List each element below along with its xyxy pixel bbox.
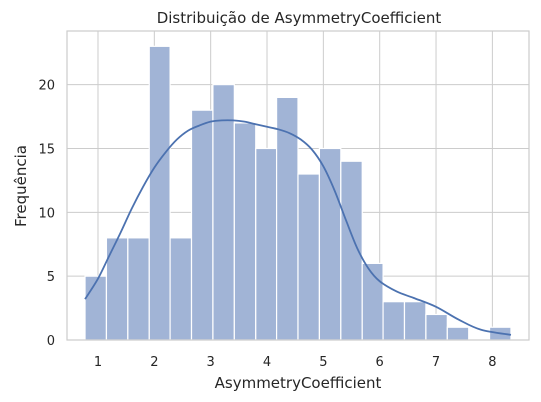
histogram-bar-16 (403, 301, 427, 341)
x-tick-labels: 1 2 3 4 5 6 7 8 (94, 355, 497, 370)
histogram-bar-1 (84, 275, 108, 341)
x-axis-label: AsymmetryCoefficient (215, 374, 382, 392)
kde-curve (84, 119, 512, 336)
x-tick-label-4: 4 (263, 355, 271, 370)
histogram-bar-8 (233, 122, 257, 341)
x-tick-label-2: 2 (150, 355, 158, 370)
chart-title: Distribuição de AsymmetryCoefficient (157, 9, 442, 27)
histogram-bar-18 (446, 326, 470, 341)
histogram-bar-5 (169, 237, 193, 341)
x-tick-label-6: 6 (376, 355, 384, 370)
histogram-bar-9 (255, 147, 278, 341)
histogram-bar-7 (212, 84, 235, 341)
x-tick-label-3: 3 (207, 355, 215, 370)
y-tick-label-15: 15 (38, 142, 55, 157)
histogram-bar-17 (425, 313, 448, 341)
y-tick-label-0: 0 (47, 334, 55, 349)
y-tick-label-20: 20 (38, 79, 55, 94)
histogram-bar-10 (275, 96, 299, 341)
x-tick-label-8: 8 (488, 355, 496, 370)
x-tick-label-1: 1 (94, 355, 102, 370)
histogram-bar-6 (190, 109, 214, 341)
histogram-bars (84, 45, 512, 341)
y-axis-label: Frequência (12, 145, 30, 227)
plot-frame (66, 30, 530, 341)
x-tick-label-7: 7 (432, 355, 440, 370)
histogram-bar-4 (148, 45, 171, 341)
histogram-bar-15 (382, 301, 406, 341)
histogram-bar-3 (127, 237, 150, 341)
y-tick-label-10: 10 (38, 206, 55, 221)
histogram-bar-11 (297, 173, 321, 341)
y-tick-labels: 0 5 10 15 20 (38, 79, 55, 349)
y-tick-label-5: 5 (47, 270, 55, 285)
histogram-bar-12 (318, 147, 342, 341)
x-tick-label-5: 5 (319, 355, 327, 370)
